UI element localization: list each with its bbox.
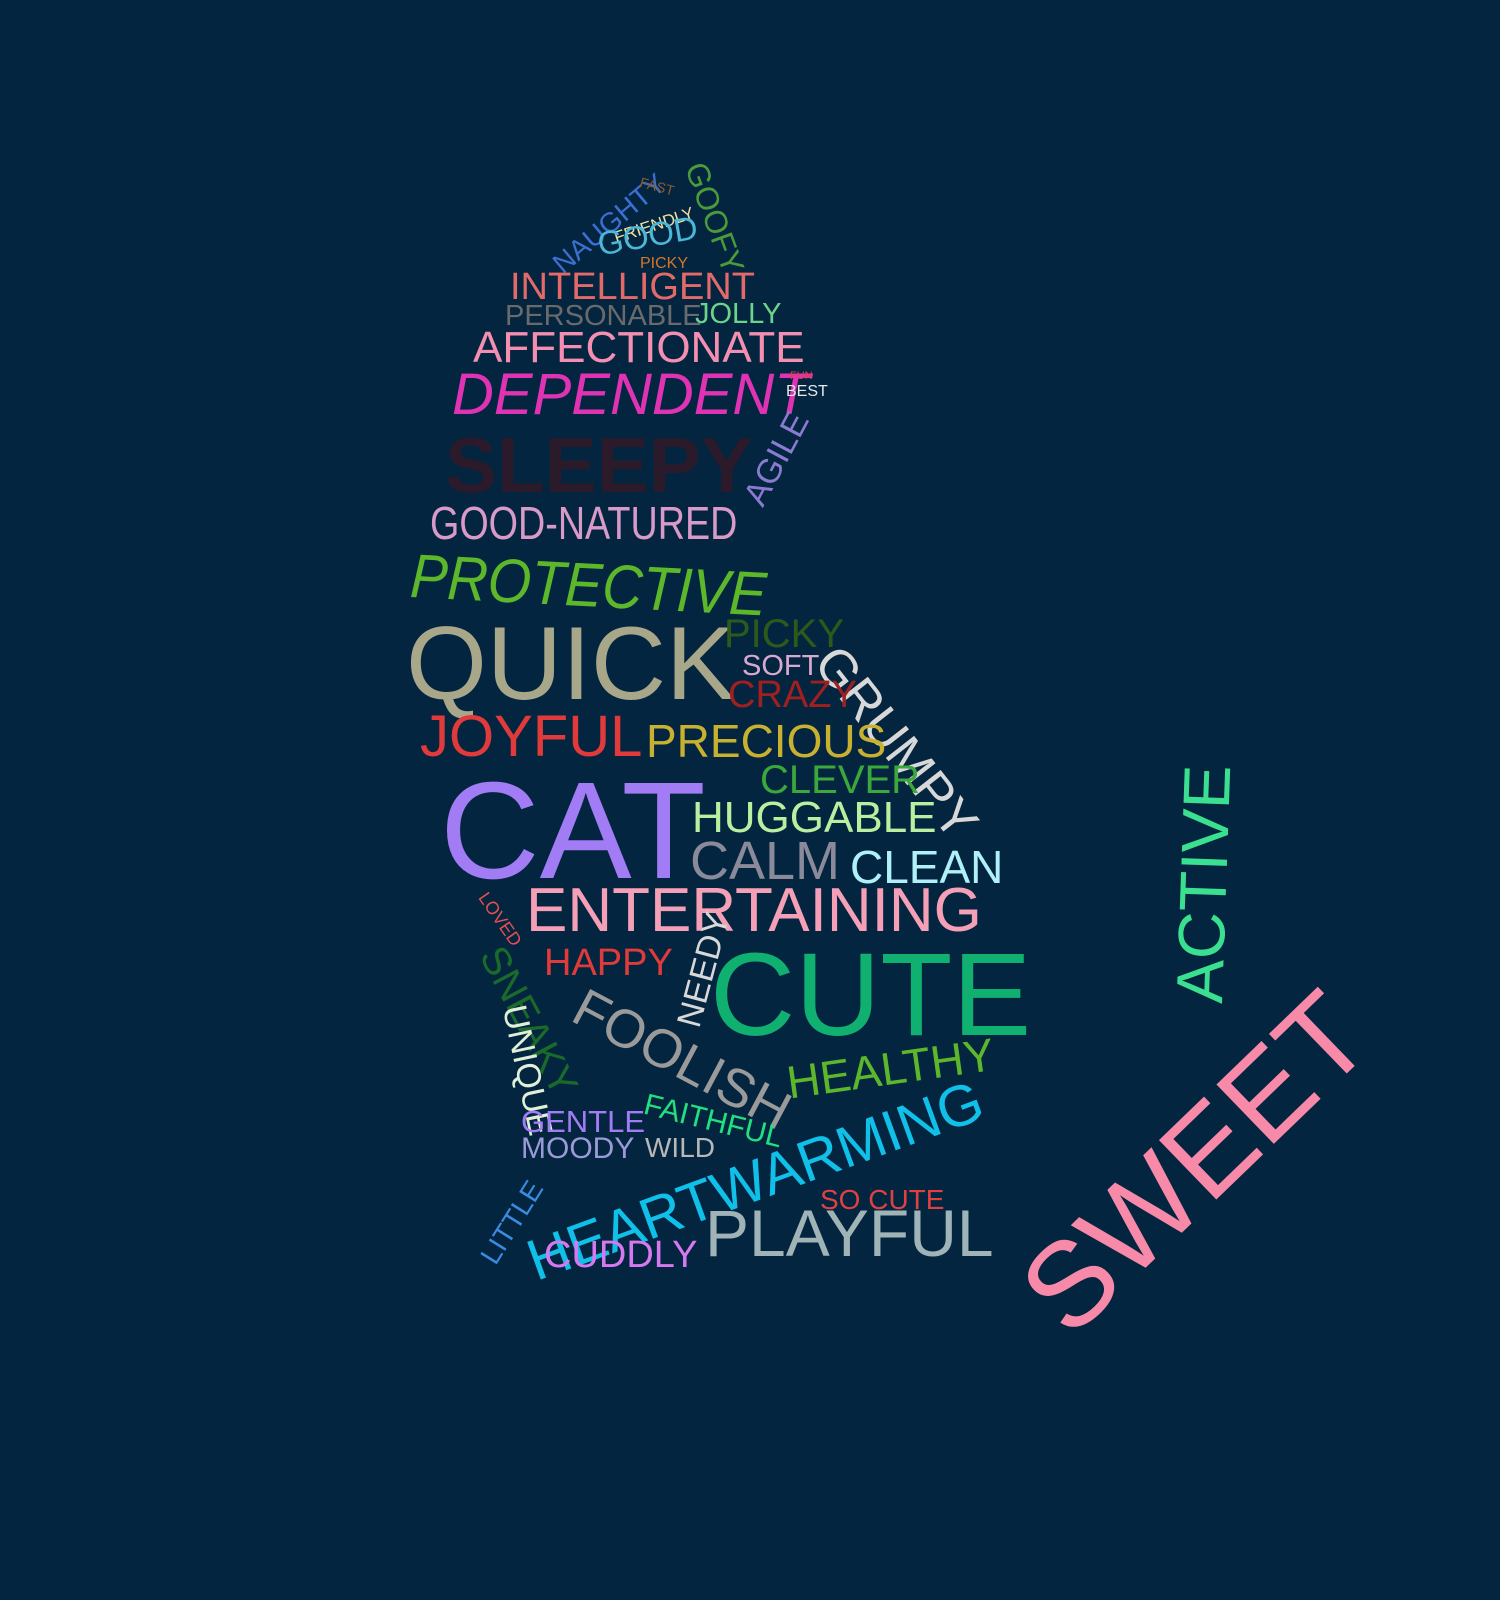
- word-crazy: CRAZY: [728, 674, 857, 716]
- word-soft: SOFT: [742, 650, 820, 682]
- word-best: BEST: [786, 383, 828, 400]
- word-fun: FUN: [790, 370, 813, 382]
- word-playful: PLAYFUL: [705, 1196, 994, 1270]
- word-jolly: JOLLY: [695, 298, 782, 330]
- word-clean: CLEAN: [850, 841, 1004, 893]
- word-picky: PICKY: [724, 612, 845, 656]
- word-sweet: SWEET: [995, 966, 1396, 1360]
- word-active: ACTIVE: [1162, 763, 1245, 1005]
- word-intelligent: INTELLIGENT: [510, 266, 755, 308]
- word-so-cute: SO CUTE: [820, 1184, 945, 1215]
- word-dependent: DEPENDENT: [452, 362, 810, 427]
- word-sleepy: SLEEPY: [445, 421, 753, 509]
- word-precious: PRECIOUS: [646, 715, 887, 767]
- word-cuddly: CUDDLY: [544, 1234, 698, 1276]
- word-personable: PERSONABLE: [505, 300, 702, 332]
- word-entertaining: ENTERTAINING: [526, 876, 982, 945]
- word-huggable: HUGGABLE: [692, 793, 937, 842]
- word-affectionate: AFFECTIONATE: [473, 323, 805, 372]
- word-picky-small: PICKY: [640, 255, 689, 272]
- word-moody: MOODY: [521, 1132, 635, 1165]
- word-quick: QUICK: [406, 606, 736, 722]
- word-wild: WILD: [645, 1132, 715, 1163]
- word-clever: CLEVER: [760, 758, 921, 802]
- word-joyful: JOYFUL: [420, 704, 643, 769]
- word-happy: HAPPY: [544, 942, 673, 984]
- word-gentle: GENTLE: [521, 1104, 646, 1139]
- word-cute: CUTE: [710, 929, 1032, 1061]
- word-good-natured: GOOD-NATURED: [430, 497, 738, 549]
- word-cat: CAT: [440, 754, 706, 908]
- word-calm: CALM: [690, 831, 841, 891]
